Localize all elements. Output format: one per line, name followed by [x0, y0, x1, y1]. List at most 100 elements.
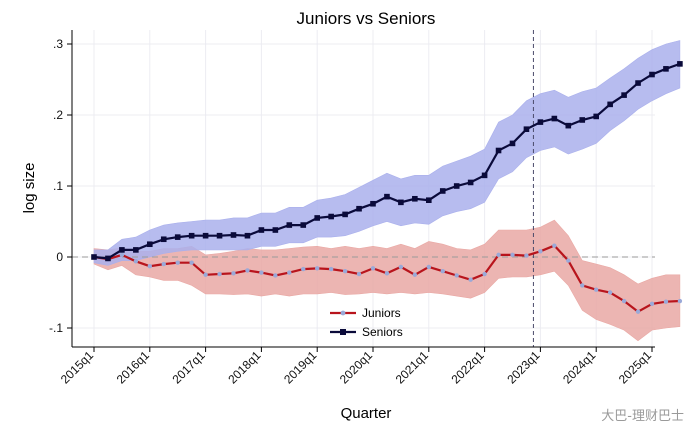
- data-point-juniors: [119, 252, 125, 258]
- y-ticks: -.1 0 .1 .2 .3: [49, 37, 72, 335]
- y-tick-label: .3: [53, 37, 63, 51]
- data-point-seniors: [565, 122, 572, 129]
- data-point-juniors: [510, 252, 515, 258]
- data-point-seniors: [147, 241, 153, 248]
- data-point-juniors: [677, 298, 683, 304]
- x-tick-label: 2021q1: [393, 348, 431, 386]
- y-tick-label: 0: [56, 250, 63, 264]
- y-axis-label: log size: [21, 163, 38, 214]
- data-point-juniors: [133, 259, 139, 264]
- data-point-seniors: [593, 113, 599, 120]
- data-point-juniors: [440, 269, 445, 274]
- x-tick-label: 2024q1: [560, 348, 598, 386]
- data-point-juniors: [524, 253, 529, 258]
- data-point-seniors: [384, 193, 390, 200]
- data-point-seniors: [621, 92, 627, 98]
- data-point-seniors: [286, 222, 293, 228]
- data-point-seniors: [663, 66, 669, 72]
- data-point-juniors: [663, 299, 669, 304]
- y-tick-label: .1: [53, 179, 63, 193]
- axes: [71, 30, 655, 348]
- data-point-seniors: [119, 247, 125, 253]
- data-point-juniors: [342, 269, 348, 274]
- data-point-juniors: [273, 273, 278, 278]
- data-point-seniors: [160, 236, 167, 243]
- data-point-seniors: [453, 183, 460, 189]
- data-point-seniors: [91, 254, 97, 260]
- x-tick-label: 2019q1: [281, 348, 319, 386]
- data-point-juniors: [594, 287, 599, 292]
- x-tick-label: 2017q1: [170, 348, 208, 386]
- data-point-seniors: [635, 80, 641, 86]
- data-point-seniors: [481, 172, 488, 179]
- data-point-seniors: [579, 117, 586, 123]
- data-point-seniors: [216, 232, 223, 239]
- x-tick-label: 2020q1: [337, 348, 375, 386]
- data-point-seniors: [607, 101, 613, 108]
- data-point-seniors: [537, 119, 544, 125]
- data-point-seniors: [356, 205, 362, 212]
- data-point-juniors: [649, 301, 655, 307]
- data-point-juniors: [175, 260, 180, 265]
- data-point-seniors: [300, 222, 307, 228]
- data-point-seniors: [105, 255, 111, 262]
- data-point-seniors: [649, 71, 655, 78]
- data-point-juniors: [454, 273, 459, 278]
- data-point-seniors: [677, 61, 683, 67]
- x-tick-label: 2018q1: [225, 348, 263, 386]
- data-point-seniors: [133, 247, 139, 253]
- data-point-seniors: [467, 179, 474, 186]
- data-point-juniors: [496, 252, 501, 258]
- data-point-seniors: [551, 115, 558, 122]
- legend-marker-seniors: [340, 329, 346, 335]
- data-point-seniors: [426, 197, 432, 203]
- data-point-juniors: [328, 266, 334, 272]
- data-point-seniors: [342, 211, 348, 218]
- data-point-juniors: [231, 271, 236, 276]
- data-point-seniors: [202, 232, 209, 239]
- legend: Juniors Seniors: [330, 306, 403, 339]
- data-point-juniors: [468, 277, 473, 282]
- data-point-juniors: [482, 271, 487, 277]
- data-point-seniors: [328, 213, 334, 220]
- series-markers: [91, 61, 683, 314]
- data-point-juniors: [217, 271, 222, 277]
- data-point-juniors: [538, 249, 543, 254]
- x-axis-label: Quarter: [341, 405, 392, 422]
- data-point-juniors: [398, 264, 404, 270]
- data-point-juniors: [189, 260, 194, 265]
- data-point-seniors: [314, 215, 320, 221]
- data-point-seniors: [509, 140, 516, 147]
- data-point-juniors: [315, 266, 320, 271]
- data-point-juniors: [384, 271, 390, 276]
- data-point-juniors: [566, 258, 571, 263]
- data-point-seniors: [230, 232, 237, 238]
- reference-lines: [72, 30, 655, 347]
- data-point-seniors: [523, 126, 530, 132]
- data-point-juniors: [580, 283, 585, 288]
- data-point-juniors: [259, 270, 264, 275]
- x-tick-label: 2023q1: [504, 348, 542, 386]
- data-point-seniors: [272, 227, 279, 233]
- data-point-seniors: [439, 188, 446, 194]
- data-point-seniors: [188, 232, 195, 239]
- data-point-seniors: [370, 200, 376, 207]
- confidence-bands: [93, 40, 681, 342]
- legend-marker-juniors: [340, 310, 346, 316]
- y-tick-label: .2: [53, 108, 63, 122]
- data-point-juniors: [203, 272, 208, 277]
- x-tick-label: 2025q1: [616, 348, 654, 386]
- data-point-juniors: [607, 290, 613, 295]
- watermark: 大巴-理财巴士: [601, 409, 684, 424]
- legend-label-juniors: Juniors: [362, 306, 401, 320]
- confidence-band-seniors: [93, 40, 681, 266]
- x-ticks: 2015q1 2016q1 2017q1 2018q1 2019q1 2020q1 2021…: [58, 347, 654, 386]
- data-point-seniors: [412, 195, 418, 202]
- y-tick-label: -.1: [49, 321, 63, 335]
- data-point-juniors: [426, 264, 431, 270]
- data-point-juniors: [621, 298, 627, 304]
- data-point-juniors: [301, 266, 306, 272]
- data-point-seniors: [244, 232, 251, 239]
- data-point-juniors: [287, 270, 292, 275]
